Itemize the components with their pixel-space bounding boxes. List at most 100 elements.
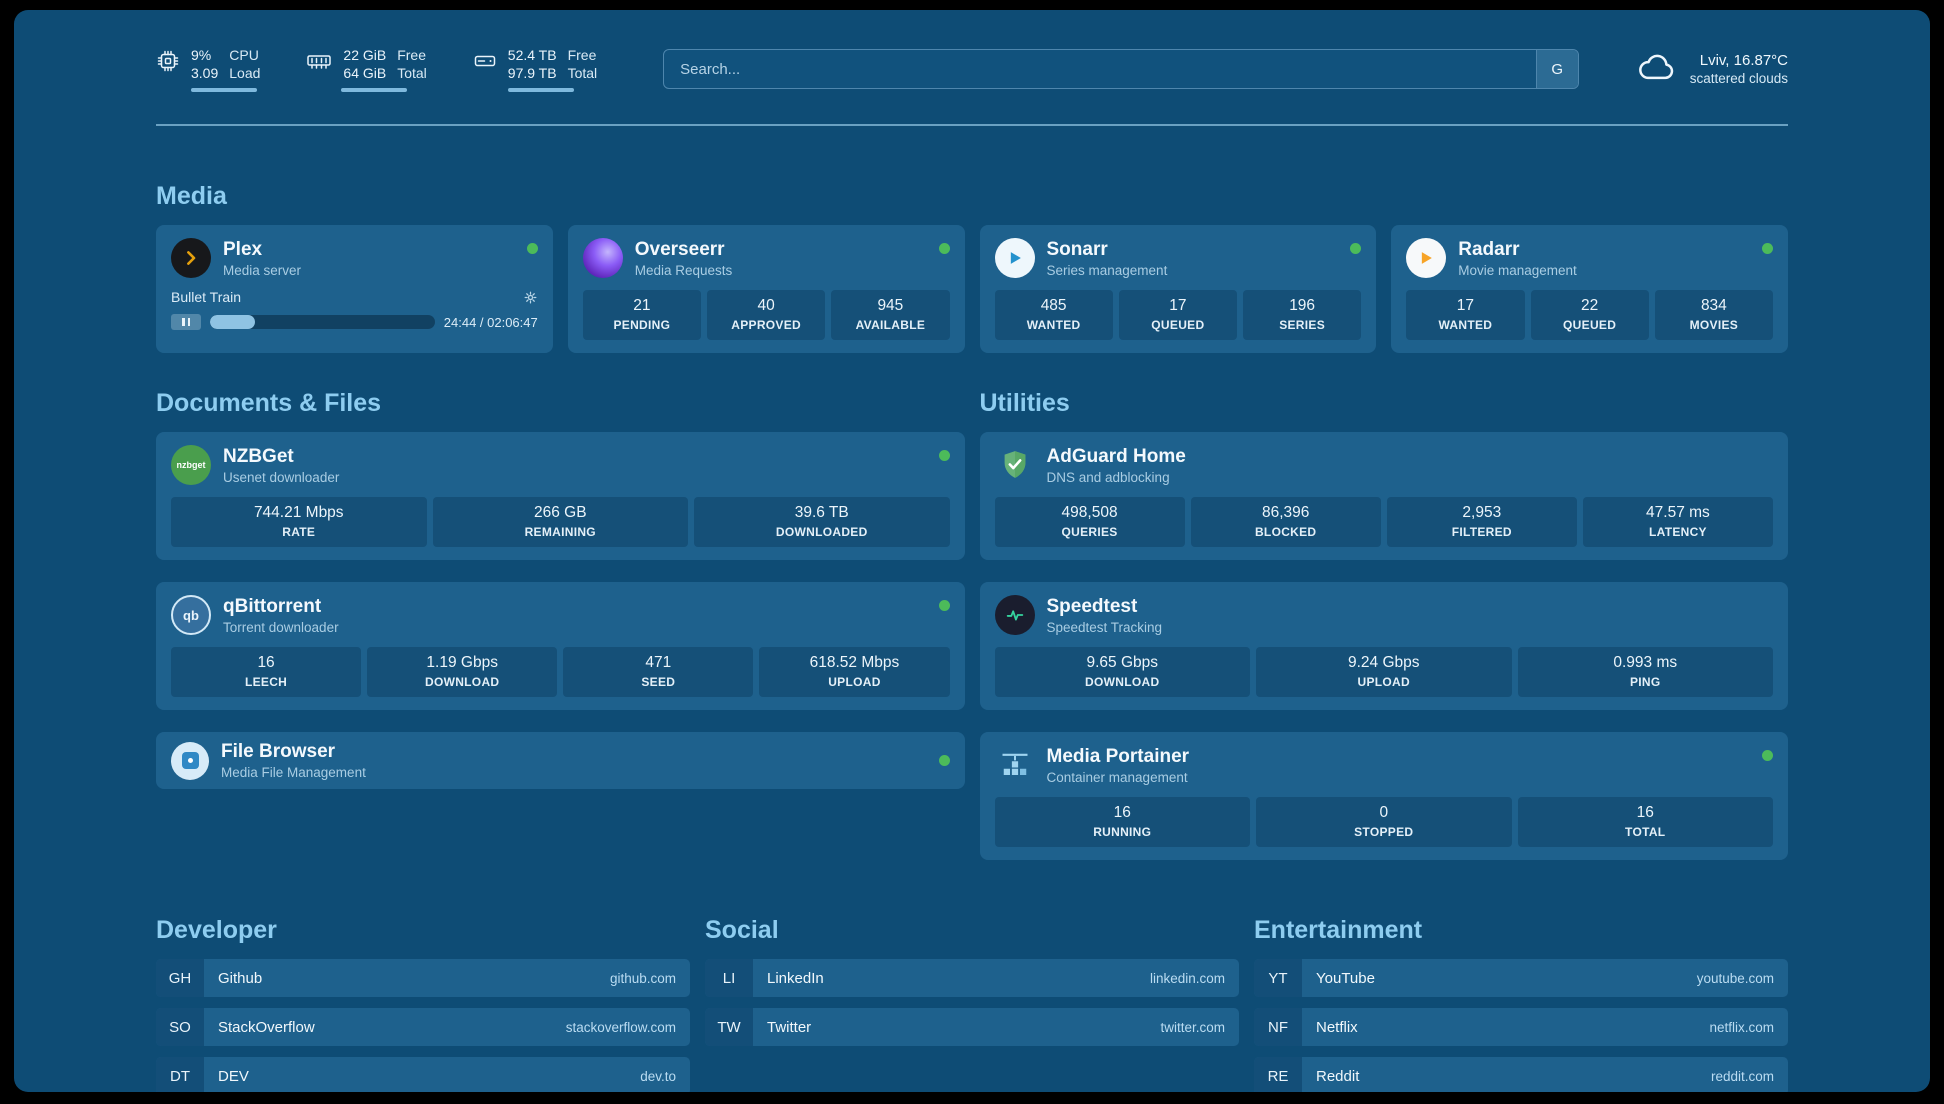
app-subtitle: Media Requests — [634, 262, 733, 278]
stat-upload: 9.24 Gbps UPLOAD — [1256, 647, 1512, 697]
app-subtitle: Media server — [223, 262, 302, 278]
stat-download: 1.19 Gbps DOWNLOAD — [367, 647, 558, 697]
stat-ping: 0.993 ms PING — [1517, 647, 1773, 697]
stat-total: 16 TOTAL — [1517, 797, 1773, 847]
link-netflix[interactable]: NF Netflix netflix.com — [1254, 1008, 1788, 1046]
app-subtitle: Container management — [1046, 769, 1188, 785]
app-subtitle: Movie management — [1458, 262, 1577, 278]
section-developer: Developer GH Github github.com SO StackO… — [156, 916, 690, 1092]
cpu-labels: CPU Load — [229, 47, 261, 81]
status-dot — [938, 755, 950, 766]
stat-wanted: 485 WANTED — [994, 290, 1113, 340]
link-reddit[interactable]: RE Reddit reddit.com — [1254, 1057, 1788, 1092]
stat-upload: 618.52 Mbps UPLOAD — [759, 647, 950, 697]
app-card-adguard[interactable]: AdGuard Home DNS and adblocking 498,508 … — [979, 432, 1788, 560]
stat-blocked: 86,396 BLOCKED — [1190, 497, 1381, 547]
link-twitter[interactable]: TW Twitter twitter.com — [705, 1008, 1239, 1046]
pause-button[interactable] — [171, 314, 201, 330]
stat-pending: 21 PENDING — [582, 290, 701, 340]
app-name: File Browser — [221, 741, 336, 762]
status-dot — [1350, 243, 1362, 254]
progress-fill — [210, 315, 255, 329]
status-dot — [1762, 750, 1773, 761]
section-social: Social LI LinkedIn linkedin.com TW Twitt… — [705, 916, 1239, 1046]
app-card-qbittorrent[interactable]: qb qBittorrent Torrent downloader 16 — [156, 582, 965, 710]
app-name: Media Portainer — [1046, 745, 1190, 767]
memory-usage-bar — [341, 88, 408, 92]
link-name: Twitter — [767, 1018, 812, 1036]
app-subtitle: Usenet downloader — [223, 469, 340, 485]
link-name: Reddit — [1316, 1067, 1360, 1085]
link-abbr: NF — [1254, 1008, 1302, 1046]
link-github[interactable]: GH Github github.com — [156, 959, 690, 997]
link-domain: stackoverflow.com — [565, 1019, 676, 1035]
link-abbr: YT — [1254, 959, 1302, 997]
disk-stat: 52.4 TB 97.9 TB Free Total — [473, 46, 597, 92]
link-linkedin[interactable]: LI LinkedIn linkedin.com — [705, 959, 1239, 997]
app-card-portainer[interactable]: Media Portainer Container management 16 … — [979, 732, 1788, 860]
link-stackoverflow[interactable]: SO StackOverflow stackoverflow.com — [156, 1008, 690, 1046]
section-title-utilities: Utilities — [979, 389, 1070, 417]
qbittorrent-icon: qb — [171, 595, 211, 635]
app-card-sonarr[interactable]: Sonarr Series management 485 WANTED 17 Q… — [979, 225, 1377, 353]
memory-total: 64 GiB — [343, 65, 387, 81]
app-name: NZBGet — [223, 445, 294, 467]
link-name: StackOverflow — [218, 1018, 315, 1036]
status-dot — [526, 243, 538, 254]
plex-icon — [171, 238, 211, 278]
stat-rate: 744.21 Mbps RATE — [171, 497, 427, 547]
section-documents: Documents & Files nzbget NZBGet Usenet d… — [156, 389, 965, 789]
section-media: Media Plex Media server — [156, 182, 1788, 353]
section-title-documents: Documents & Files — [156, 389, 382, 417]
stat-movies: 834 MOVIES — [1654, 290, 1773, 340]
link-abbr: RE — [1254, 1057, 1302, 1092]
app-name: Sonarr — [1046, 238, 1108, 260]
section-title-media: Media — [156, 182, 227, 210]
link-domain: dev.to — [640, 1068, 676, 1084]
overseerr-icon — [582, 238, 623, 278]
progress-bar[interactable] — [210, 315, 435, 329]
stat-series: 196 SERIES — [1243, 290, 1362, 340]
nzbget-icon: nzbget — [171, 445, 211, 485]
memory-free: 22 GiB — [343, 47, 387, 63]
link-youtube[interactable]: YT YouTube youtube.com — [1254, 959, 1788, 997]
stat-queued: 22 QUEUED — [1530, 290, 1649, 340]
stat-stopped: 0 STOPPED — [1256, 797, 1512, 847]
gear-icon[interactable] — [523, 290, 538, 305]
disk-free: 52.4 TB — [507, 47, 557, 63]
status-dot — [938, 450, 950, 461]
app-subtitle: Speedtest Tracking — [1046, 619, 1163, 635]
link-domain: netflix.com — [1709, 1019, 1774, 1035]
search-input[interactable] — [664, 50, 1536, 88]
weather-location: Lviv, 16.87°C — [1699, 52, 1788, 69]
search-engine-button[interactable]: G — [1535, 50, 1578, 88]
app-card-plex[interactable]: Plex Media server Bullet Train — [156, 225, 553, 353]
app-card-filebrowser[interactable]: File Browser Media File Management — [156, 732, 965, 789]
app-card-radarr[interactable]: Radarr Movie management 17 WANTED 22 QUE… — [1391, 225, 1788, 353]
stat-filtered: 2,953 FILTERED — [1386, 497, 1577, 547]
stat-remaining: 266 GB REMAINING — [432, 497, 688, 547]
stat-downloaded: 39.6 TB DOWNLOADED — [694, 497, 950, 547]
memory-labels: Free Total — [397, 47, 427, 81]
memory-values: 22 GiB 64 GiB — [343, 46, 386, 82]
link-domain: reddit.com — [1710, 1068, 1774, 1084]
stat-running: 16 RUNNING — [994, 797, 1250, 847]
link-dev[interactable]: DT DEV dev.to — [156, 1057, 690, 1092]
system-stats: 9% 3.09 CPU Load 22 GiB 64 GiB — [156, 46, 597, 92]
cpu-stat: 9% 3.09 CPU Load — [156, 46, 260, 92]
link-abbr: LI — [705, 959, 753, 997]
topbar-divider — [156, 124, 1788, 126]
section-title-entertainment: Entertainment — [1254, 916, 1423, 944]
app-name: Plex — [223, 238, 263, 260]
app-card-overseerr[interactable]: Overseerr Media Requests 21 PENDING 40 A… — [567, 225, 965, 353]
disk-values: 52.4 TB 97.9 TB — [508, 46, 557, 82]
link-abbr: TW — [705, 1008, 753, 1046]
app-card-speedtest[interactable]: Speedtest Speedtest Tracking 9.65 Gbps D… — [979, 582, 1788, 710]
speedtest-icon — [994, 595, 1035, 635]
app-card-nzbget[interactable]: nzbget NZBGet Usenet downloader 744.21 M… — [156, 432, 965, 560]
stat-seed: 471 SEED — [563, 647, 754, 697]
stat-latency: 47.57 ms LATENCY — [1582, 497, 1773, 547]
app-subtitle: Series management — [1046, 262, 1168, 278]
memory-stat: 22 GiB 64 GiB Free Total — [306, 46, 427, 92]
stat-available: 945 AVAILABLE — [831, 290, 950, 340]
